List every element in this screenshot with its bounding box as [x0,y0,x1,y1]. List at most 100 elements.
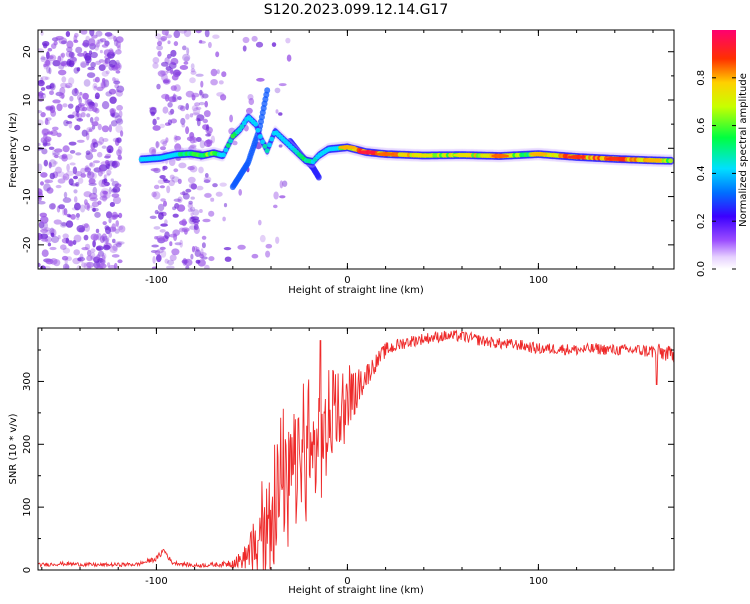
y-tick-label: 10 [22,94,33,107]
noise-blob [48,55,54,60]
noise-blob [160,250,167,258]
noise-blob [248,97,255,106]
noise-blob [45,117,52,121]
track-point [241,120,247,126]
noise-blob [168,61,175,65]
noise-blob [40,228,49,233]
noise-blob [160,36,167,41]
noise-blob [62,103,68,108]
noise-blob [116,104,123,111]
noise-blob [102,195,107,202]
noise-blob [52,126,59,131]
noise-blob [76,111,80,118]
noise-blob [80,112,86,118]
noise-blob [93,102,99,108]
noise-blob [160,70,169,76]
noise-blob [102,235,110,243]
noise-blob [162,140,167,147]
noise-blob [202,218,211,223]
noise-blob [76,118,84,122]
noise-blob [68,120,73,129]
noise-blob [46,187,54,194]
noise-blob [210,197,215,202]
noise-blob [106,145,114,154]
noise-blob [173,198,182,202]
noise-blob [182,53,191,62]
noise-blob [114,183,122,188]
noise-blob [169,241,173,247]
noise-blob [189,77,196,84]
noise-blob [55,184,62,189]
noise-blob [107,33,115,40]
noise-blob [88,38,96,47]
noise-blob [192,209,200,216]
noise-blob [95,245,104,251]
noise-blob [73,234,82,243]
noise-blob [69,150,76,154]
noise-blob [74,171,83,177]
noise-blob [80,30,88,35]
noise-blob [246,107,253,114]
noise-blob [238,189,242,196]
noise-blob [46,65,51,74]
noise-blob [94,76,100,83]
noise-blob [279,195,286,199]
noise-blob [168,110,174,116]
track-peak [644,158,662,163]
noise-blob [73,189,78,194]
noise-blob [85,152,94,160]
noise-blob [113,80,121,85]
noise-blob [102,138,109,142]
colorbar-tick-label: 0.2 [696,213,707,229]
noise-blob [188,182,197,189]
noise-blob [73,196,78,203]
noise-blob [38,110,43,114]
noise-blob [38,147,44,151]
track-peak [414,153,433,158]
noise-blob [68,141,77,146]
noise-blob [92,207,96,212]
noise-blob [223,247,232,251]
noise-blob [183,258,193,266]
track-point [228,138,233,144]
noise-blob [40,57,49,60]
noise-blob [103,244,111,251]
noise-blob [59,92,65,99]
noise-blob [101,145,107,149]
noise-blob [40,55,46,63]
track-peak [453,153,471,158]
noise-blob [80,173,86,178]
noise-blob [93,160,100,164]
noise-blob [92,240,96,248]
noise-blob [72,166,78,175]
noise-blob [188,200,193,205]
noise-blob [170,49,177,57]
noise-blob [157,203,165,212]
noise-blob [108,217,112,224]
noise-blob [100,81,108,89]
noise-blob [215,191,223,197]
track-point [225,143,231,148]
snr-panel: -100 0 100 0 100 200 300 Height of straight li… [8,327,675,596]
noise-blob [115,49,122,55]
noise-blob [49,83,55,89]
branch-point [315,174,322,181]
noise-blob [108,232,112,238]
noise-blob [237,244,246,250]
noise-blob [166,53,172,59]
noise-blob [156,254,162,263]
noise-blob [110,178,115,182]
noise-blob [74,124,81,131]
noise-blob [56,132,62,138]
noise-blob [68,51,75,58]
noise-blob [154,236,159,240]
noise-blob [38,79,45,87]
noise-blob [185,103,189,111]
noise-blob [173,70,182,75]
noise-blob [77,52,85,57]
noise-blob [45,59,51,66]
noise-blob [189,113,194,118]
noise-blob [167,102,173,108]
noise-blob [41,238,49,242]
colorbar-gradient [712,30,736,269]
